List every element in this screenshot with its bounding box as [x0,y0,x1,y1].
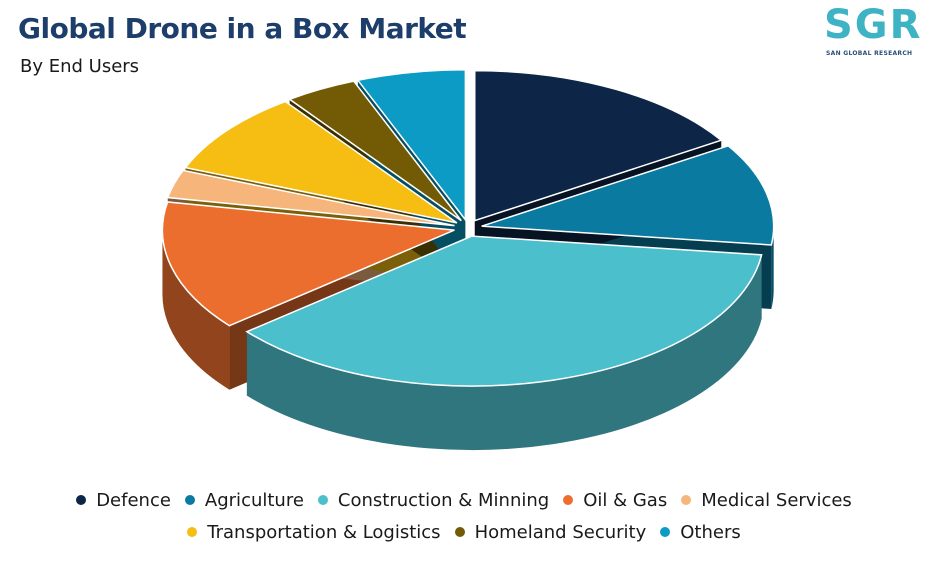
logo-letters: SGR [824,2,923,48]
legend-swatch [681,495,692,505]
pie-slice-agriculture[interactable] [481,144,775,246]
pie-slice-side [771,226,774,309]
pie-slice-side [246,254,762,451]
pie-slice-homeland-security[interactable] [288,80,462,222]
legend-label: Oil & Gas [583,489,668,511]
legend-item: Homeland Security [454,521,647,543]
legend-swatch [660,527,671,537]
chart-legend: Defence Agriculture Construction & Minning… [0,484,928,548]
pie-tops [161,68,775,387]
legend-item: Construction & Minning [317,489,550,511]
legend-item: Others [660,522,741,543]
logo-caption: SAN GLOBAL RESEARCH [826,50,913,57]
legend-item: Transportation & Logistics [187,521,441,543]
pie-slice-medical-services[interactable] [166,169,455,227]
legend-label: Defence [96,489,171,511]
legend-label: Others [680,521,741,543]
legend-item: Agriculture [184,489,304,511]
legend-item: Defence [76,490,171,511]
pie-slice-others[interactable] [356,68,467,222]
legend-row: Defence Agriculture Construction & Minning… [0,484,928,516]
chart-subtitle: By End Users [20,56,140,77]
legend-swatch [187,527,198,537]
legend-swatch [454,527,465,537]
chart-title: Global Drone in a Box Market [18,12,467,45]
legend-item: Medical Services [681,490,852,511]
legend-label: Transportation & Logistics [207,521,441,543]
legend-swatch [184,495,195,505]
sgr-logo: SGR SAN GLOBAL RESEARCH [820,2,920,62]
pie-slice-defence[interactable] [473,69,723,222]
pie-slice-construction-minning[interactable] [245,235,763,387]
legend-item: Oil & Gas [563,490,667,511]
legend-swatch [76,495,87,505]
pie-slice-side [162,231,230,390]
legend-swatch [563,495,574,505]
legend-swatch [317,495,328,505]
legend-label: Construction & Minning [337,489,550,511]
legend-label: Medical Services [701,489,852,511]
legend-label: Homeland Security [474,521,647,543]
legend-row: Transportation & Logistics Homeland Secur… [0,516,928,548]
pie-slice-transportation-logistics[interactable] [184,100,458,224]
pie-slice-oil-gas[interactable] [161,201,455,327]
legend-label: Agriculture [204,489,304,511]
